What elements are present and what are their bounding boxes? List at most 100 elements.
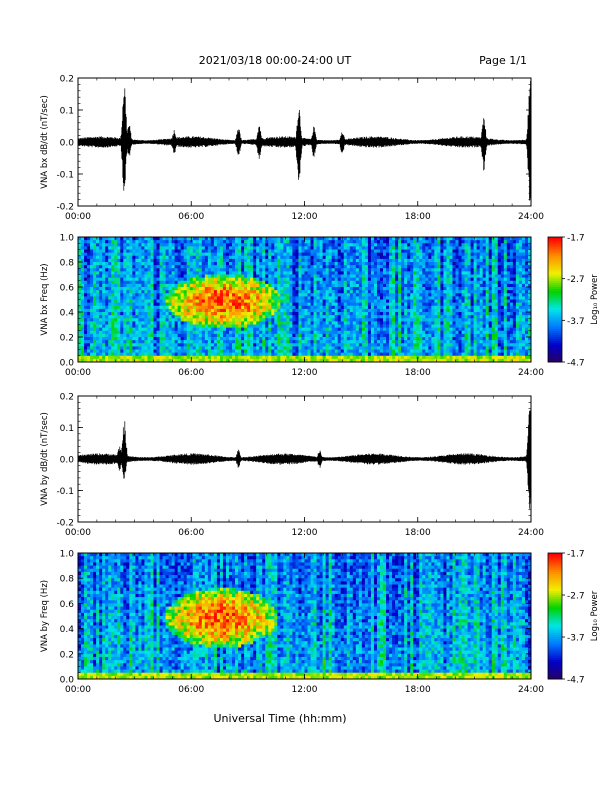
heat-cell (304, 305, 308, 310)
heat-cell (120, 255, 124, 260)
heat-cell (192, 268, 197, 272)
heat-cell (135, 258, 139, 263)
heat-cell (389, 293, 393, 297)
heat-cell (99, 340, 103, 344)
heat-cell (268, 352, 272, 357)
heat-cell (235, 337, 239, 341)
heat-cell (392, 318, 396, 322)
heat-cell (135, 333, 139, 338)
heat-cell (383, 346, 387, 350)
heat-cell (96, 355, 100, 360)
heat-cell (232, 315, 236, 319)
heat-cell (304, 240, 308, 244)
heat-cell (404, 349, 408, 354)
heat-cell (171, 274, 176, 279)
heat-cell (162, 271, 166, 275)
heat-cell (126, 333, 130, 338)
heat-cell (241, 287, 245, 291)
heat-cell (177, 258, 182, 263)
heat-cell (346, 352, 351, 357)
heat-cell (346, 246, 351, 250)
heat-cell (376, 290, 381, 294)
heat-cell (123, 327, 127, 332)
heat-cell (331, 237, 336, 241)
heat-cell (410, 274, 414, 279)
heat-cell (380, 305, 384, 310)
heat-cell (431, 299, 435, 304)
heat-cell (132, 277, 136, 282)
heat-cell (292, 327, 296, 332)
heat-cell (316, 321, 320, 325)
heat-cell (328, 268, 333, 272)
heat-cell (349, 349, 354, 354)
heat-cell (256, 327, 260, 332)
heat-cell (219, 324, 224, 329)
heat-cell (310, 283, 314, 288)
heat-cell (346, 330, 351, 335)
heat-cell (407, 346, 411, 350)
heat-cell (328, 249, 333, 254)
heat-cell (111, 333, 115, 338)
heat-cell (410, 330, 414, 335)
heat-cell (241, 315, 245, 319)
heat-cell (410, 287, 414, 291)
heat-cell (289, 293, 293, 297)
heat-cell (90, 340, 94, 344)
heat-cell (201, 268, 206, 272)
heat-cell (316, 352, 320, 357)
heat-cell (144, 358, 148, 363)
heat-cell (265, 337, 269, 341)
heat-cell (301, 287, 305, 291)
heat-cell (229, 305, 233, 310)
heat-cell (123, 321, 127, 325)
heat-cell (87, 287, 91, 291)
heat-cell (349, 262, 354, 266)
heat-cell (186, 318, 191, 322)
heat-cell (328, 243, 333, 247)
heat-cell (280, 290, 284, 294)
heat-cell (244, 237, 248, 241)
heat-cell (168, 277, 173, 282)
heat-cell (195, 315, 200, 319)
heat-cell (201, 274, 206, 279)
heat-cell (198, 340, 203, 344)
heat-cell (235, 324, 239, 329)
heat-cell (352, 305, 357, 310)
heat-cell (135, 315, 139, 319)
heat-cell (334, 262, 339, 266)
heat-cell (132, 318, 136, 322)
heat-cell (126, 258, 130, 263)
heat-cell (292, 290, 296, 294)
heat-cell (301, 355, 305, 360)
heat-cell (268, 237, 272, 241)
heat-cell (280, 337, 284, 341)
heat-cell (422, 302, 426, 307)
heat-cell (238, 352, 242, 357)
heat-cell (177, 255, 182, 260)
heat-cell (401, 318, 405, 322)
heat-cell (201, 296, 206, 300)
heat-cell (232, 283, 236, 288)
heat-cell (380, 318, 384, 322)
heat-cell (78, 333, 82, 338)
heat-cell (210, 299, 215, 304)
heat-cell (129, 315, 133, 319)
heat-cell (189, 346, 194, 350)
heat-cell (135, 312, 139, 316)
heat-cell (232, 265, 236, 269)
heat-cell (87, 268, 91, 272)
heat-cell (265, 312, 269, 316)
heat-cell (222, 324, 227, 329)
heat-cell (340, 333, 345, 338)
heat-cell (286, 265, 290, 269)
heat-cell (99, 255, 103, 260)
heat-cell (123, 302, 127, 307)
heat-cell (108, 280, 112, 285)
heat-cell (325, 308, 330, 313)
heat-cell (102, 312, 106, 316)
heat-cell (343, 287, 348, 291)
heat-cell (386, 337, 390, 341)
heat-cell (180, 337, 185, 341)
heat-cell (84, 340, 88, 344)
heat-cell (373, 355, 378, 360)
